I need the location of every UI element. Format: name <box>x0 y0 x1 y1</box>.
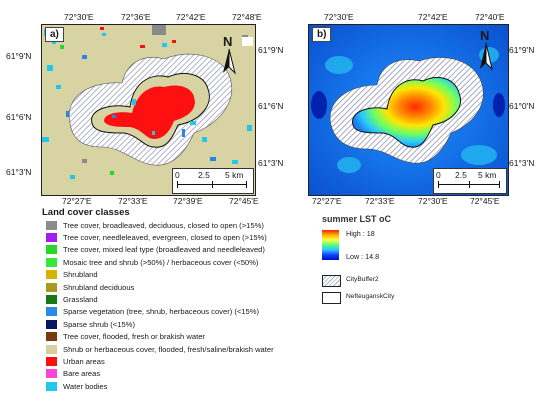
panel-b-top-tick: 72°30'E <box>324 12 354 22</box>
panel-b-top-tick: 72°42'E <box>418 12 448 22</box>
legend-item: Shrubland deciduous <box>46 281 274 293</box>
legend-item: Sparse shrub (<15%) <box>46 318 274 330</box>
lst-map: N 0 2.5 5 km <box>308 24 509 196</box>
legend-swatch <box>46 369 57 379</box>
land-cover-legend: Tree cover, broadleaved, deciduous, clos… <box>46 219 274 392</box>
legend-item: Tree cover, mixed leaf type (broadleaved… <box>46 244 274 256</box>
panel-a-left-tick: 61°9'N <box>6 51 32 61</box>
legend-item: Grassland <box>46 293 274 305</box>
legend-label: Shrubland deciduous <box>63 282 135 292</box>
panel-b-right-tick: 61°9'N <box>509 45 535 55</box>
panel-a-right-tick: 61°9'N <box>258 45 284 55</box>
panel-a-right-tick: 61°6'N <box>258 101 284 111</box>
legend-label: Water bodies <box>63 381 108 391</box>
legend-item: Urban areas <box>46 355 274 367</box>
land-cover-legend-title: Land cover classes <box>42 207 130 218</box>
legend-item: Bare areas <box>46 368 274 380</box>
scale-zero-label: 0 <box>175 170 180 180</box>
legend-item: Water bodies <box>46 380 274 392</box>
panel-a-bottom-tick: 72°45'E <box>229 196 259 206</box>
city-boundary-swatch <box>322 292 341 304</box>
scale-end-label: 5 km <box>478 170 497 180</box>
legend-label: Tree cover, mixed leaf type (broadleaved… <box>63 245 265 255</box>
legend-item: Mosaic tree and shrub (>50%) / herbaceou… <box>46 256 274 268</box>
panel-a-left-tick: 61°3'N <box>6 167 32 177</box>
scale-end-label: 5 km <box>225 170 244 180</box>
north-label: N <box>223 34 233 49</box>
city-boundary-label: NefteuganskCity <box>346 293 395 300</box>
legend-label: Bare areas <box>63 369 101 379</box>
north-arrow-icon: N <box>218 34 240 75</box>
lst-high-label: High : 18 <box>346 229 375 238</box>
lst-low-label: Low : 14.8 <box>346 252 380 261</box>
legend-swatch <box>46 332 57 342</box>
panel-b-right-tick: 61°3'N <box>509 158 535 168</box>
north-arrow-shape-icon <box>223 48 236 75</box>
legend-swatch <box>46 307 57 317</box>
panel-b-bottom-tick: 72°45'E <box>470 196 500 206</box>
legend-label: Shrub or herbaceous cover, flooded, fres… <box>63 344 274 354</box>
lst-legend-title: summer LST oC <box>322 214 392 224</box>
city-buffer-label: CityBuffer2 <box>346 276 379 283</box>
legend-item: Tree cover, needleleaved, evergreen, clo… <box>46 231 274 243</box>
legend-item: Shrub or herbaceous cover, flooded, fres… <box>46 343 274 355</box>
lst-map-graphic <box>309 25 508 195</box>
city-buffer-swatch <box>322 275 341 287</box>
legend-swatch <box>46 270 57 280</box>
legend-label: Grassland <box>63 295 98 305</box>
legend-item: Shrubland <box>46 269 274 281</box>
panel-a-bottom-tick: 72°27'E <box>62 196 92 206</box>
panel-a-top-tick: 72°36'E <box>121 12 151 22</box>
panel-b-bottom-tick: 72°33'E <box>365 196 395 206</box>
legend-swatch <box>46 344 57 354</box>
scale-bar: 0 2.5 5 km <box>172 168 254 194</box>
scale-mid-label: 2.5 <box>198 170 210 180</box>
legend-swatch <box>46 220 57 230</box>
panel-b-bottom-tick: 72°27'E <box>312 196 342 206</box>
legend-label: Sparse shrub (<15%) <box>63 319 135 329</box>
legend-swatch <box>46 381 57 391</box>
panel-a-top-tick: 72°42'E <box>176 12 206 22</box>
lst-color-ramp <box>322 230 339 260</box>
legend-label: Tree cover, flooded, fresh or brakish wa… <box>63 332 205 342</box>
land-cover-map: N 0 2.5 5 km <box>41 24 256 196</box>
panel-a-left-tick: 61°6'N <box>6 112 32 122</box>
legend-label: Tree cover, needleleaved, evergreen, clo… <box>63 233 267 243</box>
panel-a-bottom-tick: 72°33'E <box>118 196 148 206</box>
legend-label: Tree cover, broadleaved, deciduous, clos… <box>63 220 264 230</box>
panel-b-right-tick: 61°0'N <box>509 101 535 111</box>
panel-a-letter: a) <box>45 27 64 42</box>
legend-swatch <box>46 282 57 292</box>
scale-bar: 0 2.5 5 km <box>433 168 507 194</box>
legend-item: Sparse vegetation (tree, shrub, herbaceo… <box>46 306 274 318</box>
legend-item: Tree cover, broadleaved, deciduous, clos… <box>46 219 274 231</box>
scale-zero-label: 0 <box>436 170 441 180</box>
legend-swatch <box>46 319 57 329</box>
panel-a-top-tick: 72°30'E <box>64 12 94 22</box>
panel-b-letter: b) <box>312 27 332 42</box>
legend-label: Sparse vegetation (tree, shrub, herbaceo… <box>63 307 260 317</box>
north-arrow-icon: N <box>475 28 497 71</box>
north-label: N <box>480 28 490 43</box>
panel-a-bottom-tick: 72°39'E <box>173 196 203 206</box>
legend-label: Mosaic tree and shrub (>50%) / herbaceou… <box>63 257 259 267</box>
panel-b-bottom-tick: 72°30'E <box>418 196 448 206</box>
panel-a-right-tick: 61°3'N <box>258 158 284 168</box>
panel-b-top-tick: 72°40'E <box>475 12 505 22</box>
legend-swatch <box>46 295 57 305</box>
legend-label: Shrubland <box>63 270 98 280</box>
legend-swatch <box>46 233 57 243</box>
legend-item: Tree cover, flooded, fresh or brakish wa… <box>46 331 274 343</box>
legend-swatch <box>46 245 57 255</box>
scale-mid-label: 2.5 <box>455 170 467 180</box>
north-arrow-shape-icon <box>480 42 493 71</box>
legend-swatch <box>46 257 57 267</box>
legend-swatch <box>46 356 57 366</box>
panel-a-top-tick: 72°48'E <box>232 12 262 22</box>
legend-label: Urban areas <box>63 356 105 366</box>
